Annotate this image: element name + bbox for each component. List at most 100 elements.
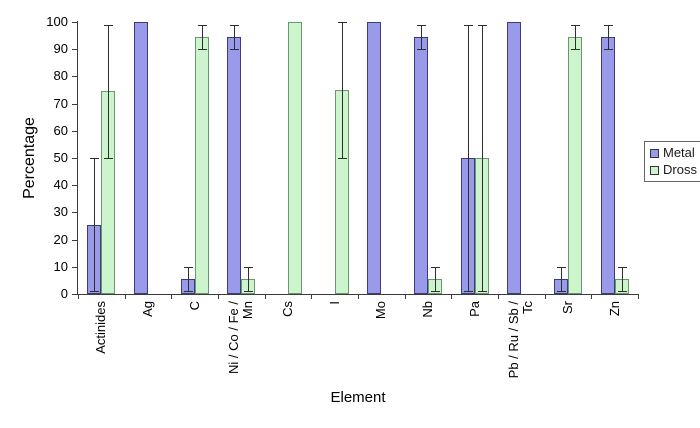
error-bar-cap-top bbox=[557, 266, 566, 268]
error-bar-cap-top bbox=[197, 24, 207, 26]
x-tick-label: Ag bbox=[140, 301, 155, 317]
y-axis-tick bbox=[72, 103, 78, 105]
error-bar-cap-bottom bbox=[477, 291, 487, 293]
y-tick-label: 20 bbox=[53, 231, 68, 247]
y-axis-tick bbox=[72, 76, 78, 78]
y-tick-label: 80 bbox=[53, 68, 68, 84]
y-tick-label: 70 bbox=[53, 95, 68, 111]
y-axis-tick bbox=[72, 185, 78, 187]
x-tick-label: Nb bbox=[420, 301, 435, 318]
y-tick-label: 50 bbox=[53, 150, 68, 165]
x-tick-label: Ni / Co / Fe / Mn bbox=[226, 301, 256, 374]
error-bar-line bbox=[94, 158, 96, 292]
y-axis-tick bbox=[72, 130, 78, 132]
error-bar-cap-top bbox=[183, 266, 193, 268]
x-axis-tick bbox=[78, 294, 79, 299]
x-axis-tick bbox=[498, 294, 499, 299]
bar-dross-4 bbox=[288, 22, 302, 294]
y-tick-label: 0 bbox=[60, 286, 68, 301]
bar-metal-6 bbox=[367, 22, 382, 294]
bar-dross-10 bbox=[568, 36, 582, 294]
error-bar-cap-bottom bbox=[244, 291, 254, 293]
error-bar-cap-bottom bbox=[104, 158, 114, 159]
error-bar-line bbox=[248, 266, 250, 292]
x-axis-tick bbox=[451, 294, 453, 299]
y-tick-label: 30 bbox=[53, 204, 68, 220]
error-bar-line bbox=[341, 22, 343, 158]
error-bar-line bbox=[108, 24, 110, 158]
error-bar-cap-bottom bbox=[337, 158, 347, 159]
error-bar-line bbox=[201, 24, 203, 50]
metal-swatch-icon bbox=[650, 148, 659, 158]
x-tick-label: Pb / Ru / Sb / Tc bbox=[506, 301, 536, 379]
x-tick-label: Cs bbox=[280, 301, 295, 317]
x-axis-tick bbox=[638, 294, 639, 299]
error-bar-cap-top bbox=[571, 24, 580, 26]
x-axis-tick bbox=[264, 294, 266, 299]
y-tick-label: 90 bbox=[53, 41, 68, 57]
error-bar-cap-top bbox=[417, 24, 426, 26]
x-axis-tick bbox=[591, 294, 593, 299]
error-bar-line bbox=[621, 266, 623, 292]
error-bar-cap-top bbox=[90, 158, 100, 159]
error-bar-cap-bottom bbox=[417, 49, 426, 51]
error-bar-cap-bottom bbox=[557, 291, 566, 293]
y-axis-tick bbox=[72, 49, 78, 51]
x-tick-label: Actinides bbox=[93, 301, 109, 354]
y-axis-title: Percentage bbox=[21, 117, 38, 199]
error-bar-line bbox=[435, 266, 436, 292]
x-axis-tick bbox=[311, 294, 313, 299]
legend-item-metal: Metal bbox=[650, 146, 697, 160]
error-bar-cap-bottom bbox=[197, 49, 207, 51]
error-bar-line bbox=[421, 24, 422, 50]
x-axis-tick bbox=[544, 294, 546, 299]
y-tick-label: 60 bbox=[53, 122, 68, 138]
y-axis-tick bbox=[72, 266, 78, 268]
x-axis-tick bbox=[218, 294, 219, 299]
x-axis-tick bbox=[171, 294, 173, 299]
error-bar-cap-bottom bbox=[617, 291, 627, 293]
y-axis-tick bbox=[72, 212, 78, 214]
error-bar-cap-bottom bbox=[603, 49, 613, 51]
legend-label-dross: Dross bbox=[663, 162, 697, 177]
bar-metal-3 bbox=[227, 36, 242, 294]
error-bar-cap-top bbox=[244, 266, 254, 268]
legend-label-metal: Metal bbox=[663, 145, 695, 160]
x-axis-tick bbox=[124, 294, 126, 299]
error-bar-cap-top bbox=[230, 24, 240, 26]
legend: Metal Dross bbox=[644, 141, 700, 182]
error-bar-cap-top bbox=[431, 266, 440, 268]
bar-metal-9 bbox=[507, 22, 522, 294]
error-bar-line bbox=[234, 24, 236, 50]
y-axis-tick bbox=[72, 294, 78, 295]
x-tick-label: Pa bbox=[466, 301, 482, 317]
error-bar-line bbox=[467, 24, 469, 292]
error-bar-line bbox=[561, 266, 562, 292]
bar-metal-7 bbox=[414, 36, 428, 294]
x-axis-tick bbox=[404, 294, 406, 299]
y-axis-tick bbox=[72, 158, 78, 159]
y-tick-label: 100 bbox=[46, 14, 68, 29]
dross-swatch-icon bbox=[650, 165, 659, 175]
x-axis-tick bbox=[358, 294, 359, 299]
error-bar-line bbox=[607, 24, 609, 50]
x-tick-label: C bbox=[186, 301, 202, 311]
error-bar-cap-top bbox=[617, 266, 627, 268]
error-bar-cap-bottom bbox=[463, 291, 473, 293]
x-tick-label: Zn bbox=[606, 301, 622, 317]
error-bar-line bbox=[187, 266, 189, 292]
x-axis-title: Element bbox=[330, 389, 386, 406]
error-bar-line bbox=[575, 24, 576, 50]
error-bar-cap-bottom bbox=[431, 291, 440, 293]
error-bar-cap-top bbox=[603, 24, 613, 26]
error-bar-cap-bottom bbox=[183, 291, 193, 293]
error-bar-cap-bottom bbox=[230, 49, 240, 51]
error-bar-cap-top bbox=[104, 24, 114, 26]
error-bar-cap-bottom bbox=[571, 49, 580, 51]
error-bar-cap-top bbox=[477, 24, 487, 26]
y-axis-tick bbox=[72, 22, 78, 23]
error-bar-cap-top bbox=[337, 22, 347, 23]
bar-metal-11 bbox=[600, 36, 615, 294]
y-tick-label: 10 bbox=[53, 258, 68, 274]
